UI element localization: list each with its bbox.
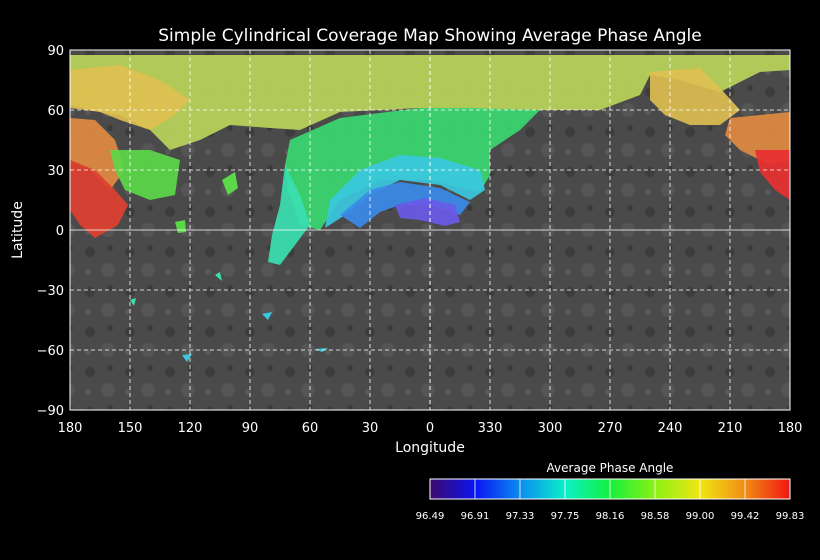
- longitude-tick-label: 30: [362, 421, 379, 436]
- coverage-speck-3: [215, 272, 222, 281]
- latitude-tick-label: −30: [37, 284, 64, 299]
- longitude-tick-label: 60: [302, 421, 319, 436]
- longitude-tick-label: 150: [118, 421, 143, 436]
- map-title: Simple Cylindrical Coverage Map Showing …: [158, 26, 701, 46]
- y-axis-label: Latitude: [10, 201, 26, 259]
- coverage-cyan-arc: [325, 155, 485, 228]
- longitude-tick-label: 300: [538, 421, 563, 436]
- map-grid: [70, 50, 790, 410]
- longitude-tick-labels: 180 150 120 90 60 30 0 330 300 270 240 210 180: [58, 421, 803, 436]
- colorbar-segment: [565, 479, 611, 499]
- colorbar-tick-label: 96.91: [461, 511, 490, 522]
- longitude-tick-label: 270: [598, 421, 623, 436]
- coverage-left-red: [70, 160, 128, 238]
- coverage-speck-7: [130, 298, 136, 306]
- latitude-tick-label: 90: [47, 44, 64, 59]
- colorbar-segment: [700, 479, 746, 499]
- coverage-top-right-yellow: [650, 68, 740, 125]
- coverage-left-green: [110, 150, 180, 200]
- longitude-tick-label: 240: [658, 421, 683, 436]
- coverage-speck-1: [222, 172, 238, 195]
- longitude-tick-label: 210: [718, 421, 743, 436]
- longitude-tick-label: 90: [242, 421, 259, 436]
- coverage-right-red: [755, 150, 790, 200]
- coverage-left-orange: [70, 118, 125, 190]
- longitude-tick-label: 180: [58, 421, 83, 436]
- latitude-tick-label: −60: [37, 344, 64, 359]
- latitude-tick-label: 60: [47, 104, 64, 119]
- colorbar-tick-label: 97.33: [506, 511, 535, 522]
- colorbar-tick-label: 98.16: [596, 511, 625, 522]
- longitude-tick-label: 180: [778, 421, 803, 436]
- coverage-speck-5: [182, 354, 192, 362]
- colorbar-title: Average Phase Angle: [547, 461, 674, 475]
- map-frame: [69, 49, 791, 411]
- colorbar-segment: [745, 479, 791, 499]
- x-axis-label: Longitude: [395, 440, 465, 456]
- latitude-tick-labels: 90 60 30 0 −30 −60 −90: [37, 44, 64, 419]
- map-area: [69, 49, 791, 411]
- colorbar-tick-label: 96.49: [416, 511, 445, 522]
- coverage-top-left-yellow: [70, 65, 190, 130]
- colorbar-tick-label: 99.42: [731, 511, 760, 522]
- coverage-speck-6: [315, 348, 328, 352]
- latitude-tick-label: −90: [37, 404, 64, 419]
- colorbar-segment: [610, 479, 656, 499]
- colorbar-tick-label: 97.75: [551, 511, 580, 522]
- colorbar-tick-labels: 96.49 96.91 97.33 97.75 98.16 98.58 99.00 99.42…: [416, 511, 805, 522]
- colorbar-segment: [430, 479, 476, 499]
- latitude-tick-label: 0: [56, 224, 64, 239]
- colorbar-segment: [475, 479, 521, 499]
- coverage-speck-4: [262, 312, 272, 320]
- latitude-tick-label: 30: [47, 164, 64, 179]
- longitude-tick-label: 330: [478, 421, 503, 436]
- colorbar-tick-label: 99.00: [686, 511, 715, 522]
- colorbar-swatches: [430, 479, 791, 499]
- colorbar-tick-label: 98.58: [641, 511, 670, 522]
- colorbar-tick-label: 99.83: [776, 511, 805, 522]
- longitude-tick-label: 0: [426, 421, 434, 436]
- colorbar-frame: [429, 478, 791, 500]
- coverage-teal-arm: [268, 165, 310, 265]
- coverage-violet-center: [395, 198, 460, 226]
- colorbar: Average Phase Angle 96.49 96.91 97.33 97.75…: [416, 461, 805, 522]
- longitude-tick-label: 120: [178, 421, 203, 436]
- colorbar-segment: [520, 479, 566, 499]
- colorbar-segment: [655, 479, 701, 499]
